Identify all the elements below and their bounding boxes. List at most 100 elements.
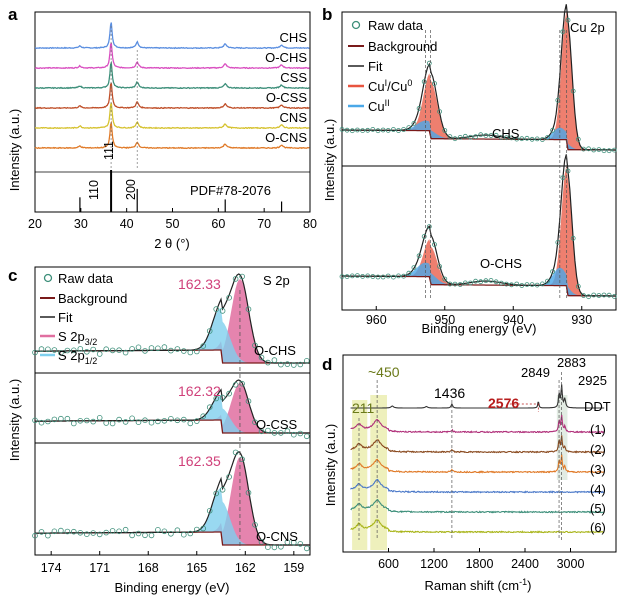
raw-point [560,29,566,35]
raw-point [109,420,116,427]
cu1-component [342,11,616,151]
raw-point [406,125,412,130]
xtick-label: 80 [303,217,317,231]
raw-point [174,346,181,352]
raw-point [421,79,427,85]
raw-point [284,428,291,434]
s32-component [35,279,310,363]
raw-point [38,346,45,352]
raw-point [51,528,58,535]
raw-point [442,276,448,282]
panel-b-bottom-frame [341,165,617,311]
raw-point [457,282,463,287]
raw-point [488,277,494,283]
raw-point [71,420,77,427]
raw-point [284,539,291,545]
xtick-label: 168 [138,561,159,575]
raw-point [514,136,520,142]
raw-point [411,121,417,126]
raw-point [206,328,213,334]
panel-a-letter: a [8,5,18,24]
raw-point [462,133,468,139]
raw-point [265,359,271,366]
raw-point [161,417,168,424]
panel-c-name-1: O-CHS [254,343,296,358]
series-label-1: (1) [590,422,606,437]
panel-d-letter: d [322,355,332,374]
raw-point [103,529,109,536]
raw-point [467,134,473,140]
raw-point [411,265,417,271]
raw-point [265,544,271,550]
raw-point [437,263,443,269]
panel-c-value-3: 162.35 [178,453,221,469]
raw-point [396,273,401,279]
raw-point [161,528,168,535]
raw-point [32,417,38,424]
raw-point [51,347,58,353]
raw-point [290,431,297,438]
raw-point [611,293,617,299]
raw-point [586,294,591,300]
raw-point [452,136,458,142]
raw-point [142,532,148,539]
raw-point [297,430,304,437]
raw-point [168,530,174,537]
panel-c-xlabel: Binding energy (eV) [115,580,230,595]
leader-2576 [509,403,539,412]
raw-point [90,346,96,353]
highlight-band-450 [370,395,387,550]
raw-point [122,349,129,356]
panel-c-plot [32,273,310,552]
panel-c-title: S 2p [263,273,290,288]
raw-point [401,273,407,279]
raw-point [498,280,504,286]
sample-name-o-cns: O-CNS [265,130,307,145]
raw-point [370,274,376,279]
raw-point [38,419,45,426]
panel-a-reference-lines [79,26,283,212]
raw-point [155,418,161,425]
raw-point [245,398,252,405]
xtick-label: 171 [89,561,110,575]
raw-point [271,544,278,551]
panel-c-name-2: O-CSS [256,417,298,432]
raw-point [213,490,220,497]
xtick-label: 930 [571,313,592,327]
panel-a-ylabel: Intensity (a.u.) [7,109,22,191]
raw-point [38,529,45,535]
raw-point [416,106,422,111]
raw-point [401,127,407,132]
legend-raw-marker [351,20,361,30]
panel-c-frame-3 [34,442,311,556]
raw-point [161,344,168,350]
xtick-label: 20 [28,217,42,231]
raw-point [519,136,525,142]
raw-point [103,346,109,353]
raw-point [524,135,530,141]
raw-point [135,419,142,426]
cu2-component [342,120,616,150]
raw-point [174,527,181,533]
raw-point [116,416,122,423]
legend-cu1-label: CuI/Cu0 [368,78,412,94]
raw-point [232,276,239,282]
panel-a: a Intensity (a.u.) 20 30 40 50 60 70 80 PDF#78… [7,5,317,251]
xtick-label: 60 [211,217,225,231]
raw-point [122,419,129,425]
raw-point [64,415,71,422]
panel-d-xlabel: Raman shift (cm-1) [425,577,532,593]
xtick-label: 3000 [557,557,585,571]
raw-point [365,273,371,279]
raw-point [473,278,479,284]
raw-point [226,294,232,301]
raw-point [226,390,232,397]
peak-label-211: 211 [352,400,375,416]
legend-cu2-label: CuII [368,98,390,114]
raw-point [278,543,284,550]
panel-c-letter: c [8,266,17,285]
panel-a-frame [34,11,311,213]
raw-point [467,280,473,286]
raw-point [493,132,499,138]
raw-point [58,415,64,422]
